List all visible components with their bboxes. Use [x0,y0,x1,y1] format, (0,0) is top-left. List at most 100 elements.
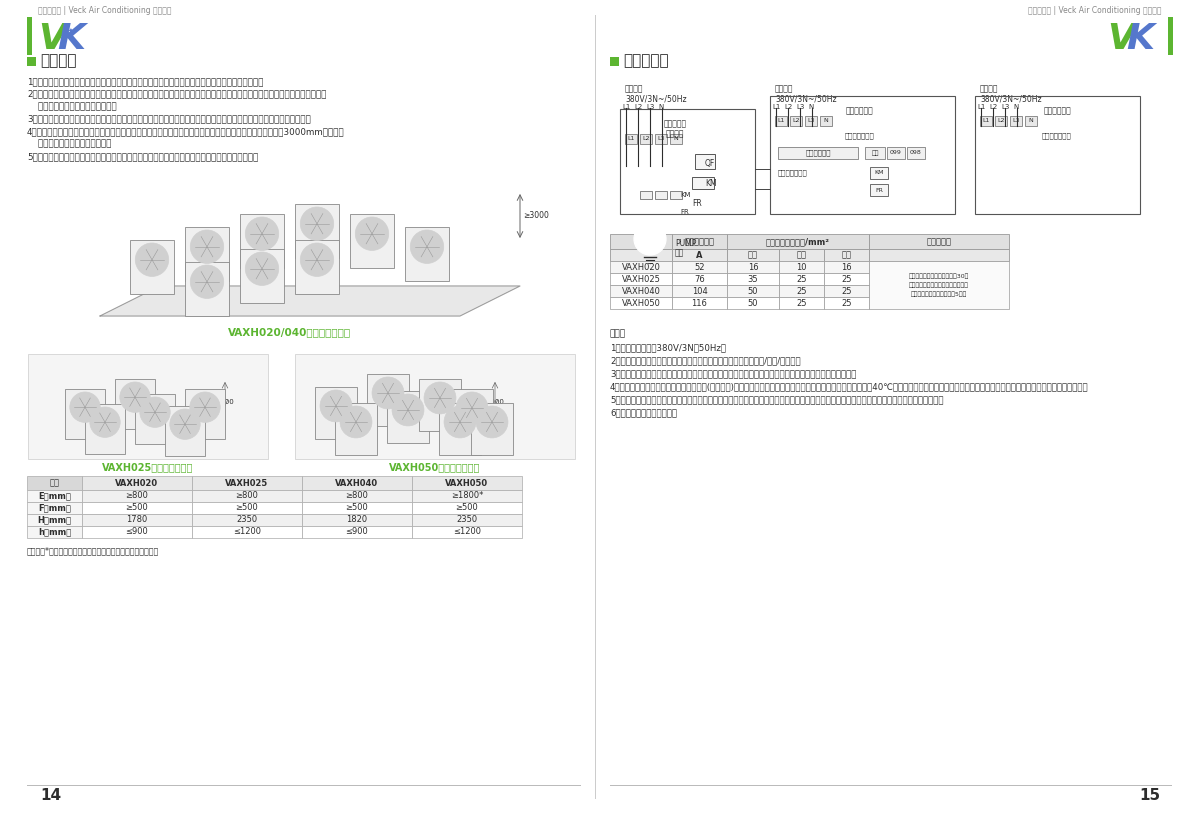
Bar [85,404,125,454]
Text: 电源输入: 电源输入 [775,84,793,93]
Text: VAXH040: VAXH040 [336,479,378,488]
Text: ≥3500: ≥3500 [210,399,234,405]
Bar [82,476,192,490]
Text: 15: 15 [1139,789,1160,803]
Bar [185,262,229,316]
Bar [824,249,869,261]
Bar [240,214,284,268]
Text: 1．机组应安装在通风良好、尘沙少、空气吹出或吸入不受阻碍的地方，要避免强季风影响风扇吹风。: 1．机组应安装在通风良好、尘沙少、空气吹出或吸入不受阻碍的地方，要避免强季风影响… [28,77,264,86]
Text: 机组布置: 机组布置 [40,54,77,68]
Text: L2: L2 [792,119,799,124]
Text: 5．对于冬季雪量大的地点，需在机组顶部高处安装防雪板，防止机组工作不正常，甚至压堵机组。: 5．对于冬季雪量大的地点，需在机组顶部高处安装防雪板，防止机组工作不正常，甚至压… [28,152,258,161]
Bar [610,273,672,285]
Text: VAXH050: VAXH050 [445,479,488,488]
Bar [302,514,412,526]
Text: 3．出厂机组只预留电源接线端子，机组电源配线由用户现场提供，主电源配线必须符合电气施工国家标准；: 3．出厂机组只预留电源接线端子，机组电源配线由用户现场提供，主电源配线必须符合电… [610,369,857,378]
Text: 16: 16 [841,262,852,272]
Text: 零线: 零线 [797,251,806,260]
Text: L2: L2 [634,104,642,110]
Bar [775,116,787,126]
Text: L1: L1 [977,104,985,110]
Text: FR: FR [692,199,702,208]
Bar [820,116,832,126]
Text: ≥500: ≥500 [235,504,258,513]
Text: N: N [823,119,828,124]
Bar [610,57,619,66]
Bar [185,227,229,281]
Text: VAXH025机组布置示意图: VAXH025机组布置示意图 [102,462,193,472]
Bar [824,273,869,285]
Bar [610,249,672,261]
Bar [28,490,82,502]
Text: 安装及维护 | Veck Air Conditioning 维克空调: 安装及维护 | Veck Air Conditioning 维克空调 [1028,6,1162,15]
Bar [779,249,824,261]
Bar [367,374,409,426]
Text: 2350: 2350 [456,515,478,524]
Bar [115,379,155,429]
Bar [620,109,755,214]
Circle shape [456,392,488,424]
Text: ≤900: ≤900 [126,527,149,536]
Bar [28,502,82,514]
Bar [995,116,1007,126]
Bar [1168,17,1174,55]
Bar [130,240,174,294]
Text: ✦: ✦ [68,28,74,34]
Text: VAXH025: VAXH025 [622,274,660,283]
Circle shape [300,207,334,240]
Text: VAXH050机组布置示意图: VAXH050机组布置示意图 [389,462,481,472]
Text: 电源线最小截面积/mm²: 电源线最小截面积/mm² [766,237,830,246]
Bar [451,389,493,441]
Text: 380V/3N~/50Hz: 380V/3N~/50Hz [625,94,686,103]
Text: K: K [1126,22,1154,56]
Text: 1．机组工作电源为380V/3N～50Hz；: 1．机组工作电源为380V/3N～50Hz； [610,343,726,352]
Text: 76: 76 [694,274,704,283]
Text: H（mm）: H（mm） [37,515,72,524]
Bar [625,134,637,144]
Bar [869,234,1009,249]
Text: ≤900: ≤900 [346,527,368,536]
Text: 25: 25 [841,299,852,308]
Bar [412,526,522,538]
Text: KM: KM [680,192,690,198]
Text: 3~: 3~ [644,239,656,248]
Text: 控制接线端子: 控制接线端子 [805,150,830,156]
Bar [870,167,888,179]
Text: VAXH025: VAXH025 [226,479,269,488]
Text: 25: 25 [841,287,852,295]
Text: 地线: 地线 [841,251,852,260]
Text: L3: L3 [646,104,654,110]
Bar [779,297,824,309]
Text: 两芯双绞线，线径模块之间的连接线: 两芯双绞线，线径模块之间的连接线 [910,282,970,288]
Bar [672,285,727,297]
Bar [192,514,302,526]
Text: 25: 25 [797,287,806,295]
Text: 采用两芯双绞线，工厂标配5米。: 采用两芯双绞线，工厂标配5米。 [911,291,967,297]
Circle shape [191,265,223,299]
Bar [82,514,192,526]
Bar [779,285,824,297]
Bar [412,476,522,490]
Circle shape [340,406,372,438]
Bar [28,476,82,490]
Text: L1: L1 [628,137,635,142]
Text: N: N [1013,104,1019,110]
Text: 1820: 1820 [347,515,367,524]
Bar [185,389,226,439]
Bar [869,261,1009,309]
Bar [640,191,652,199]
Text: L2: L2 [997,119,1004,124]
Bar [302,502,412,514]
Text: L2: L2 [989,104,997,110]
Bar [610,297,672,309]
Bar [672,297,727,309]
Bar [672,273,727,285]
Text: FR: FR [680,209,689,215]
Bar [887,147,905,159]
Bar [406,227,449,281]
Bar [302,490,412,502]
Bar [65,389,106,439]
Circle shape [191,230,223,264]
Text: 主电源接线端子: 主电源接线端子 [845,132,875,138]
Text: L3: L3 [1001,104,1009,110]
